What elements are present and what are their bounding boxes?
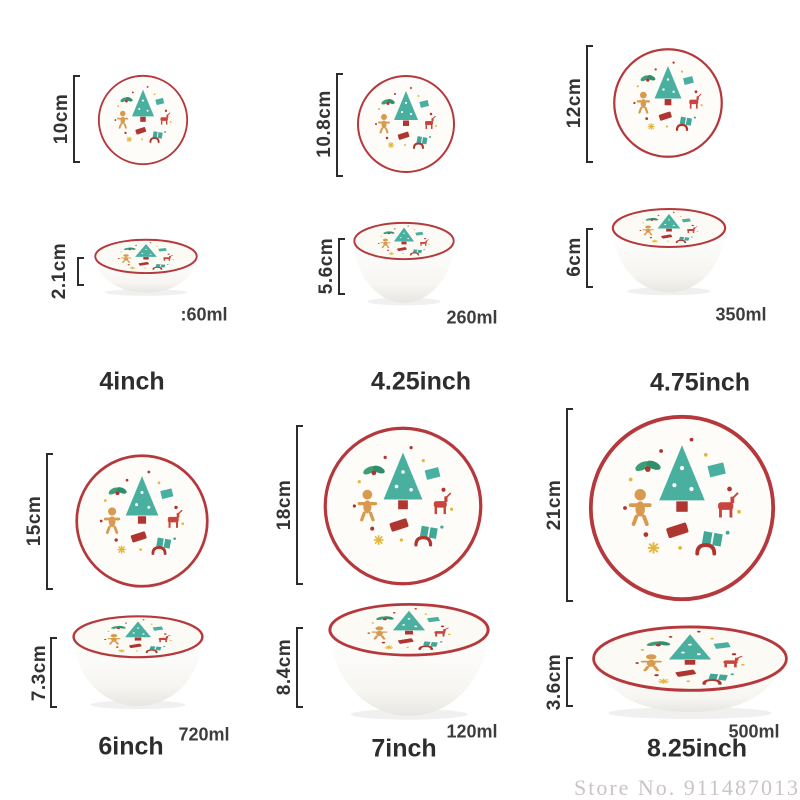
bowl-top-view bbox=[322, 425, 484, 587]
height-bracket bbox=[50, 637, 57, 708]
store-number: Store No. 911487013 bbox=[573, 775, 800, 800]
height-label: 7.3cm bbox=[29, 644, 50, 702]
plate-top-view bbox=[587, 413, 777, 603]
bowl-side-view bbox=[92, 237, 200, 298]
height-label: 5.6cm bbox=[316, 237, 337, 295]
diameter-bracket bbox=[73, 75, 80, 163]
bowl-side-view bbox=[608, 205, 730, 297]
diameter-label: 10cm bbox=[51, 93, 72, 145]
size-label: 7inch bbox=[371, 734, 437, 763]
size-label: 4inch bbox=[99, 367, 165, 396]
height-label: 2.1cm bbox=[49, 242, 70, 300]
bowl-top-view bbox=[612, 47, 724, 159]
diameter-label: 18cm bbox=[274, 479, 295, 531]
height-bracket bbox=[77, 257, 84, 286]
size-label: 8.25inch bbox=[646, 734, 748, 763]
diameter-bracket bbox=[296, 425, 303, 585]
height-bracket bbox=[338, 238, 345, 295]
volume-label: 260ml bbox=[446, 307, 498, 328]
volume-label: 350ml bbox=[715, 304, 767, 325]
bowl-top-view bbox=[97, 74, 189, 166]
volume-label: 120ml bbox=[446, 721, 498, 742]
diameter-bracket bbox=[336, 73, 343, 177]
diameter-label: 21cm bbox=[544, 479, 565, 531]
bowl-side-view bbox=[68, 612, 208, 711]
bowl-top-view bbox=[74, 453, 210, 589]
height-bracket bbox=[566, 657, 573, 707]
volume-label: 500ml bbox=[728, 721, 780, 742]
height-bracket bbox=[586, 228, 593, 288]
diameter-label: 15cm bbox=[24, 495, 45, 547]
diameter-label: 12cm bbox=[564, 77, 585, 129]
size-label: 4.75inch bbox=[649, 368, 751, 397]
volume-label: 720ml bbox=[178, 724, 230, 745]
bowl-side-view bbox=[323, 599, 495, 722]
bowl-top-view bbox=[356, 74, 456, 174]
size-label: 4.25inch bbox=[370, 367, 472, 396]
height-label: 6cm bbox=[564, 237, 585, 277]
height-bracket bbox=[296, 627, 303, 708]
bowl-side-view bbox=[350, 219, 458, 307]
size-label: 6inch bbox=[98, 732, 164, 761]
height-label: 3.6cm bbox=[544, 653, 565, 711]
diameter-label: 10.8cm bbox=[314, 90, 335, 158]
diameter-bracket bbox=[46, 453, 53, 590]
diameter-bracket bbox=[586, 45, 593, 163]
plate-side-view bbox=[588, 621, 792, 720]
diameter-bracket bbox=[566, 408, 573, 602]
height-label: 8.4cm bbox=[274, 638, 295, 696]
volume-label: :60ml bbox=[180, 304, 228, 325]
